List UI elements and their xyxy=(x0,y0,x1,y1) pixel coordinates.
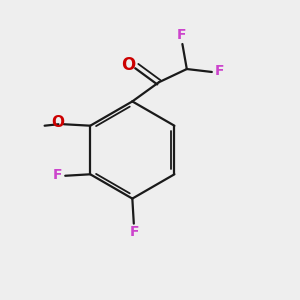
Text: F: F xyxy=(52,168,62,182)
Text: F: F xyxy=(177,28,186,42)
Text: F: F xyxy=(130,225,139,239)
Text: O: O xyxy=(122,56,136,74)
Text: F: F xyxy=(215,64,224,78)
Text: O: O xyxy=(51,115,64,130)
